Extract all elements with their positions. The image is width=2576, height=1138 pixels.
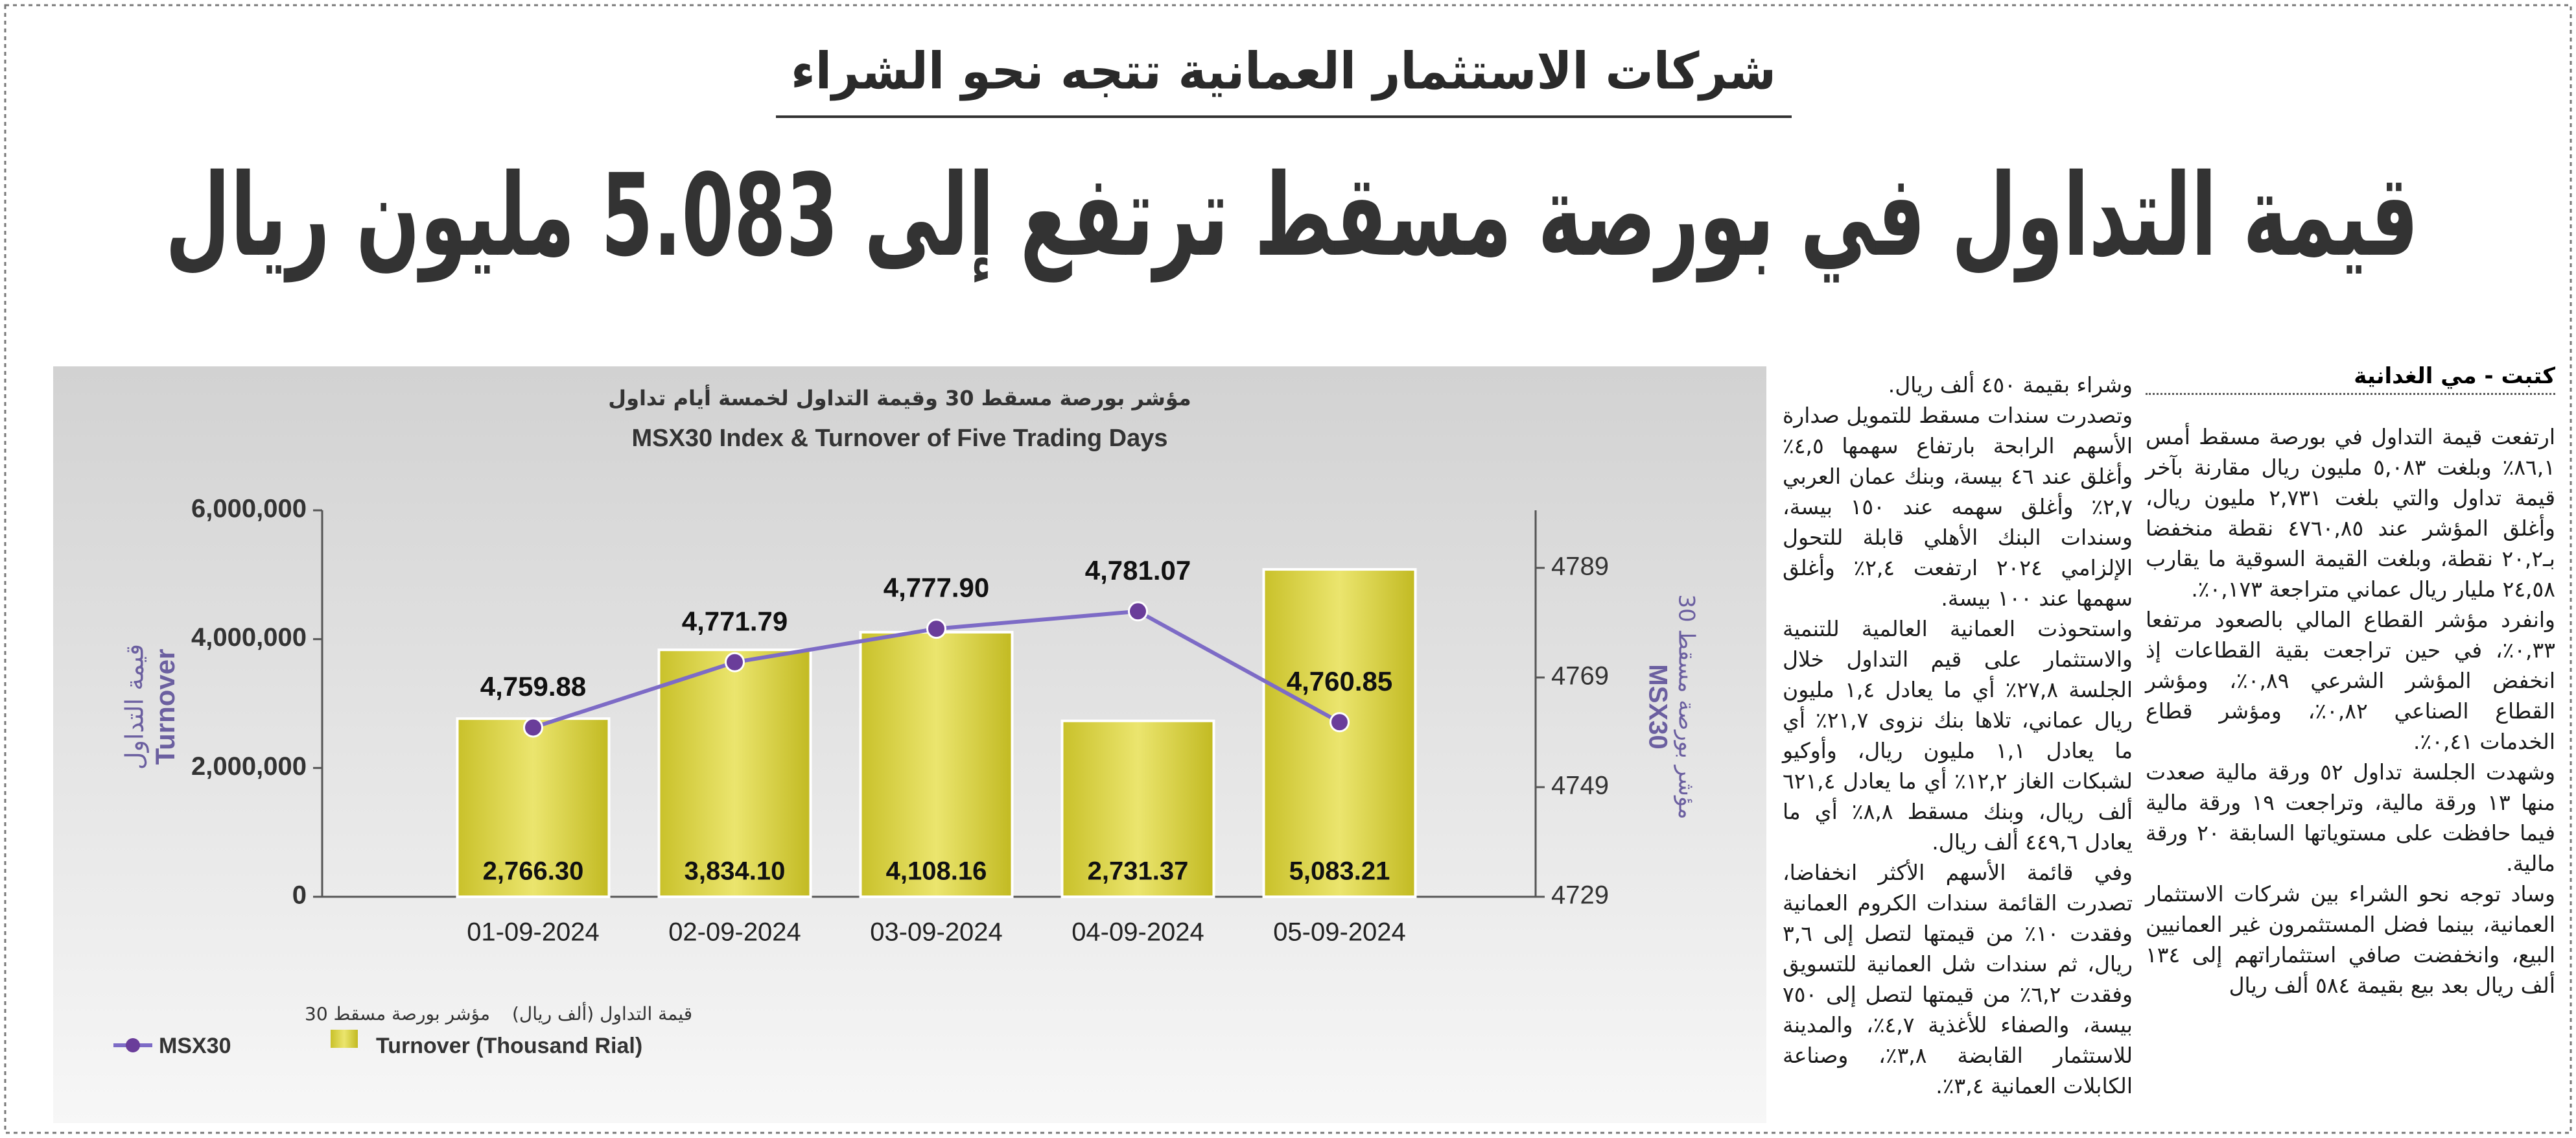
kicker: شركات الاستثمار العمانية تتجه نحو الشراء [791, 42, 1776, 101]
line-value-label: 4,781.07 [1085, 555, 1191, 586]
x-tick-label: 03-09-2024 [870, 918, 1003, 947]
line-marker [725, 652, 745, 672]
x-tick-label: 05-09-2024 [1273, 918, 1406, 947]
frame [4, 4, 2572, 1134]
chart-title: MSX30 Index & Turnover of Five Trading D… [631, 425, 1167, 452]
paragraph: ارتفعت قيمة التداول في بورصة مسقط أمس ٨٦… [2146, 424, 2555, 602]
y2-axis-title-ar: مؤشر بورصة مسقط 30 [1674, 594, 1700, 819]
headline: قيمة التداول في بورصة مسقط ترتفع إلى 5.0… [165, 150, 2418, 283]
bar-value-label: 5,083.21 [1289, 857, 1390, 886]
paragraph: وانفرد مؤشر القطاع المالي بالصعود مرتفعا… [2146, 607, 2555, 754]
legend-swatch [126, 1038, 140, 1052]
paragraph: وساد توجه نحو الشراء بين شركات الاستثمار… [2146, 881, 2555, 998]
x-tick-label: 02-09-2024 [668, 918, 801, 947]
y-tick-label: 2,000,000 [191, 752, 307, 781]
y2-tick-label: 4749 [1551, 771, 1609, 800]
bar-value-label: 4,108.16 [886, 857, 987, 886]
y-axis-title-ar: قيمة التداول [121, 644, 150, 770]
paragraph: وشراء بقيمة ٤٥٠ ألف ريال. [1888, 372, 2133, 397]
paragraph: وفي قائمة الأسهم الأكثر انخفاضا، تصدرت ا… [1783, 860, 2133, 1098]
line-value-label: 4,760.85 [1287, 666, 1393, 696]
text-column: ارتفعت قيمة التداول في بورصة مسقط أمس ٨٦… [2146, 421, 2555, 1001]
bar [859, 630, 1014, 899]
bar [1262, 568, 1417, 898]
line-marker [926, 619, 946, 639]
line-marker [1329, 712, 1350, 733]
text-column: وشراء بقيمة ٤٥٠ ألف ريال. وتصدرت سندات مس… [1783, 370, 2133, 1101]
y2-tick-label: 4789 [1551, 552, 1609, 580]
legend-label: MSX30 [159, 1034, 231, 1058]
legend-label-ar: قيمة التداول (ألف ريال) [512, 1001, 692, 1025]
line-marker [1128, 601, 1148, 622]
paragraph: وتصدرت سندات مسقط للتمويل صدارة الأسهم ا… [1783, 403, 2133, 611]
x-tick-label: 01-09-2024 [467, 918, 600, 947]
y-tick-label: 6,000,000 [191, 495, 307, 523]
bar-value-label: 2,731.37 [1088, 857, 1189, 886]
paragraph: واستحوذت العمانية العالمية للتنمية والاس… [1783, 616, 2133, 855]
bar [657, 648, 812, 898]
x-tick-label: 04-09-2024 [1071, 918, 1204, 947]
line-value-label: 4,771.79 [682, 606, 788, 636]
legend-label: Turnover (Thousand Rial) [376, 1034, 642, 1058]
bar-value-label: 3,834.10 [685, 857, 786, 886]
chart-title-ar: مؤشر بورصة مسقط 30 وقيمة التداول لخمسة أ… [608, 385, 1191, 410]
y2-axis-title: MSX30 [1643, 664, 1672, 749]
line-value-label: 4,759.88 [480, 671, 587, 702]
line-value-label: 4,777.90 [884, 573, 990, 603]
y-tick-label: 0 [292, 881, 307, 910]
byline: كتبت - مي الغدانية [2146, 363, 2555, 395]
line-marker [523, 717, 543, 738]
legend-label-ar: مؤشر بورصة مسقط 30 [305, 1003, 490, 1025]
y2-tick-label: 4769 [1551, 661, 1609, 690]
bar [456, 717, 611, 899]
y-tick-label: 4,000,000 [191, 623, 307, 652]
paragraph: وشهدت الجلسة تداول ٥٢ ورقة مالية صعدت من… [2146, 759, 2556, 876]
bar-value-label: 2,766.30 [483, 857, 584, 886]
bar [1060, 719, 1215, 899]
y-axis-title: Turnover [150, 649, 180, 765]
y2-tick-label: 4729 [1551, 881, 1609, 910]
legend-swatch [331, 1030, 358, 1048]
